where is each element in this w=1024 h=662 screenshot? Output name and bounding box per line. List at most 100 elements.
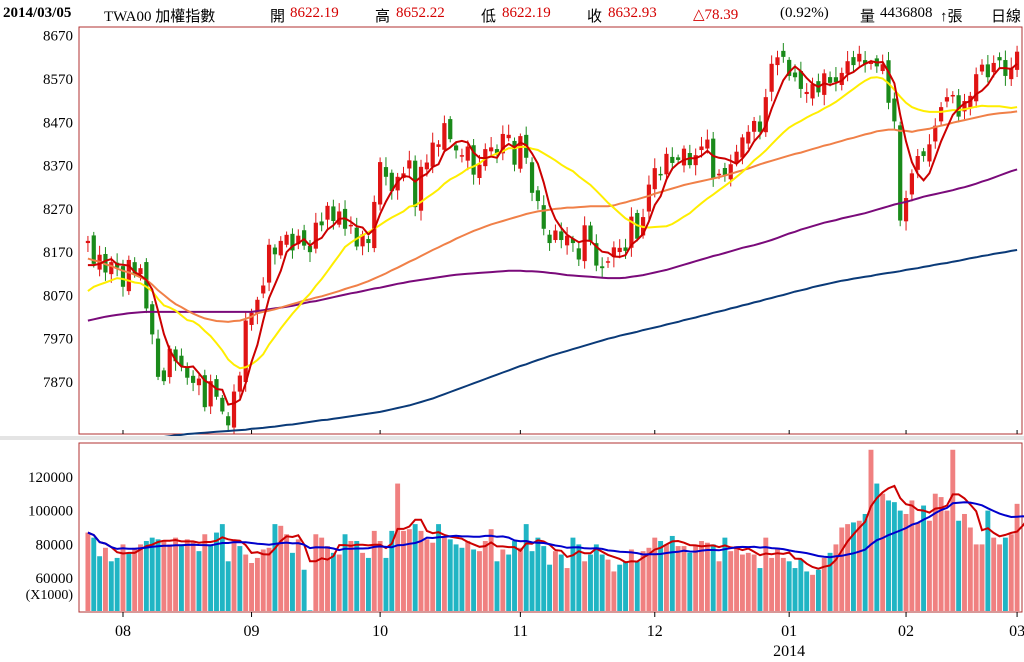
candle-body [243,320,248,383]
volume-bar [523,524,529,611]
candle-body [676,157,681,160]
month-label: 11 [513,623,528,640]
header-period: 日線 [991,9,1022,25]
candle-body [605,261,611,263]
candle-body [220,397,225,412]
candle-body [261,285,266,294]
candle-body [868,62,874,65]
volume-bar [120,544,126,611]
candle-body [395,176,400,191]
candle [231,384,237,434]
volume-bar [763,537,769,611]
candle-body [354,227,359,247]
volume-bar [149,537,155,611]
volume-bar [365,557,371,611]
volume-bar [979,544,985,611]
candle [886,52,891,110]
candle [518,133,523,173]
candle-body [652,168,657,190]
volume-bar [371,530,377,611]
volume-bar [471,549,477,611]
candle-body [453,145,459,151]
candle-body [500,133,505,154]
volume-bar [126,552,132,611]
volume-bar [377,541,383,611]
candle [144,258,149,314]
candle-body [120,266,126,287]
candle-body [722,167,727,176]
volume-bar [436,524,442,611]
candle-body [705,139,710,149]
candle-body [728,164,733,180]
candle [997,52,1002,69]
candle [465,140,470,171]
candle-body [985,64,990,78]
candle-body [553,230,558,241]
candle [553,224,558,243]
volume-bar [663,544,669,611]
candle [939,102,944,126]
candle-body [144,262,149,309]
volume-bar [786,561,792,611]
candle [600,257,605,279]
volume-bar [886,500,891,611]
volume-bar [576,544,582,611]
volume-bar [839,527,845,611]
candle [261,277,266,299]
volume-bar [108,561,114,611]
candle [512,137,517,172]
candle-body [541,205,546,229]
volume-bar [319,537,325,611]
candle-body [296,235,301,245]
candle [804,83,809,103]
candle [506,124,511,142]
month-label: 01 [781,623,797,640]
candle [150,301,155,345]
candle-body [85,240,91,244]
candle-body [617,247,622,253]
candle [617,239,622,259]
volume-bar [699,541,704,611]
candle-body [383,167,389,177]
candle-body [921,151,926,157]
volume-tick-label: 100000 [28,504,73,520]
price-plot-frame [78,26,1023,435]
candle-body [512,140,517,165]
volume-bar [558,554,564,611]
ma20-line [87,76,1018,370]
volume-bar [780,557,786,611]
volume-bar [85,532,91,611]
volume-bar [716,561,722,611]
candle-body [126,259,131,292]
candle-body [594,243,599,266]
candle [185,362,190,385]
volume-bar [138,544,143,611]
candle-body [646,184,652,212]
volume-bar [757,568,763,611]
candle-body [366,239,371,244]
candle [974,67,979,108]
candle [489,137,494,157]
volume-bar [161,541,167,611]
candle-body [372,201,377,249]
volume-tick-label: 60000 [36,571,74,587]
candle [921,147,926,162]
price-tick-label: 7970 [43,332,73,348]
volume-bar [155,539,161,611]
volume-bar [792,568,798,611]
candle-body [138,268,143,275]
volume-bar [114,557,120,611]
candle [652,158,657,198]
volume-bar [909,500,915,611]
header-symbol: TWA00 加權指數 [104,9,216,25]
candle-body [915,156,920,170]
candle-body [389,172,394,192]
volume-bar [336,554,342,611]
candle [378,157,383,211]
candle [395,172,400,200]
header-high-value: 8652.22 [396,5,445,21]
candle [389,169,394,200]
header-low-label: 低 [481,9,497,25]
volume-bar [102,547,108,611]
candle-body [781,50,786,57]
